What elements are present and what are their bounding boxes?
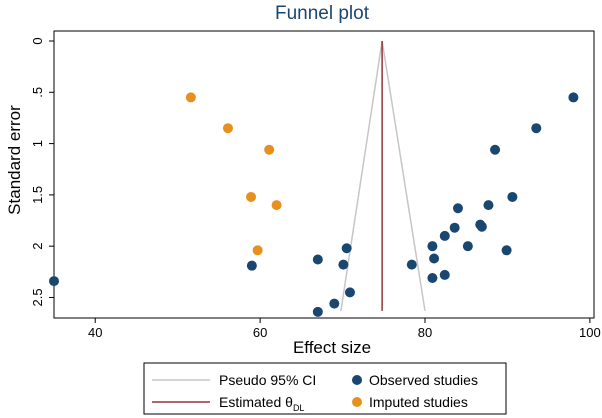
- imputed-study-point: [252, 245, 263, 256]
- imputed-study-point: [264, 144, 275, 155]
- observed-study-point: [476, 221, 487, 232]
- legend-imputed-label: Imputed studies: [369, 394, 468, 410]
- observed-study-point: [429, 253, 440, 264]
- x-tick-label: 80: [418, 325, 432, 340]
- observed-study-point: [452, 203, 463, 214]
- observed-study-point: [427, 241, 438, 252]
- observed-study-point: [312, 306, 323, 317]
- y-axis: 0 .5 1 1.5 2 2.5: [30, 37, 54, 307]
- observed-study-point: [427, 272, 438, 283]
- observed-study-point: [344, 287, 355, 298]
- observed-study-point: [483, 200, 494, 211]
- observed-study-point: [439, 230, 450, 241]
- imputed-study-point: [246, 191, 257, 202]
- x-axis: 40 60 80 100: [88, 318, 601, 340]
- observed-study-point: [531, 123, 542, 134]
- observed-study-point: [462, 241, 473, 252]
- x-tick-label: 60: [253, 325, 267, 340]
- y-tick-label: 2: [30, 243, 45, 250]
- x-axis-title: Effect size: [293, 338, 371, 357]
- observed-study-point: [406, 259, 417, 270]
- observed-study-point: [312, 254, 323, 265]
- legend: Pseudo 95% CI Observed studies Estimated…: [143, 362, 507, 415]
- y-tick-label: 0: [30, 37, 45, 44]
- ci-line-upper: [381, 40, 426, 311]
- legend-observed-swatch: [352, 375, 362, 385]
- observed-study-point: [49, 276, 59, 287]
- data-points: [49, 92, 579, 317]
- observed-study-point: [439, 269, 450, 280]
- legend-theta-label: Estimated θDL: [219, 394, 304, 413]
- observed-study-point: [341, 243, 352, 254]
- y-axis-title: Standard error: [5, 105, 24, 215]
- x-tick-label: 40: [88, 325, 102, 340]
- observed-study-point: [507, 191, 518, 202]
- plot-area-frame: [53, 30, 595, 319]
- observed-study-point: [338, 259, 349, 270]
- x-tick-label: 100: [579, 325, 601, 340]
- imputed-study-point: [185, 92, 196, 103]
- y-tick-label: 1.5: [30, 186, 45, 204]
- imputed-study-point: [271, 200, 282, 211]
- legend-ci-label: Pseudo 95% CI: [219, 372, 316, 388]
- observed-study-point: [501, 245, 512, 256]
- y-tick-label: 1: [30, 140, 45, 147]
- imputed-study-point: [222, 123, 233, 134]
- legend-observed-label: Observed studies: [369, 372, 478, 388]
- legend-imputed-swatch: [352, 397, 362, 407]
- observed-study-point: [329, 298, 340, 309]
- observed-study-point: [449, 222, 460, 233]
- chart-title: Funnel plot: [275, 3, 370, 24]
- y-tick-label: 2.5: [30, 288, 45, 306]
- legend-box: [143, 362, 507, 415]
- y-tick-label: .5: [30, 87, 45, 98]
- observed-study-point: [246, 260, 257, 271]
- observed-study-point: [568, 92, 579, 103]
- observed-study-point: [490, 144, 501, 155]
